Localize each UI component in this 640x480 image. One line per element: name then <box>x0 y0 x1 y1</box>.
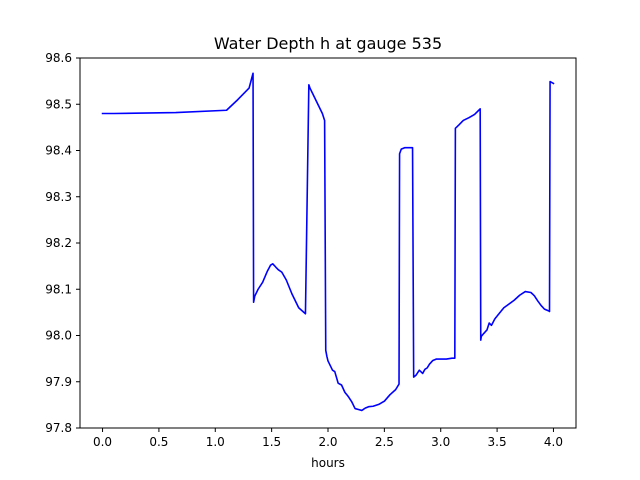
y-tick-label: 98.4 <box>45 144 72 158</box>
x-tick-label: 0.0 <box>93 435 112 449</box>
x-tick-label: 2.0 <box>318 435 337 449</box>
y-tick-label: 98.0 <box>45 329 72 343</box>
x-tick-label: 0.5 <box>149 435 168 449</box>
y-tick-label: 98.6 <box>45 51 72 65</box>
x-tick-label: 4.0 <box>544 435 563 449</box>
x-axis-label: hours <box>311 456 345 470</box>
x-tick-label: 2.5 <box>375 435 394 449</box>
y-tick-label: 98.1 <box>45 282 72 296</box>
x-tick-label: 3.0 <box>431 435 450 449</box>
data-layer <box>101 72 555 412</box>
y-axis: 97.8 97.9 98.0 98.1 98.2 98.3 98.4 98.5 98.6 <box>45 51 80 435</box>
x-tick-label: 1.5 <box>262 435 281 449</box>
y-tick-label: 97.9 <box>45 375 72 389</box>
y-tick-label: 98.3 <box>45 190 72 204</box>
x-tick-label: 3.5 <box>488 435 507 449</box>
chart-title: Water Depth h at gauge 535 <box>214 34 442 53</box>
y-tick-label: 98.2 <box>45 236 72 250</box>
x-tick-label: 1.0 <box>206 435 225 449</box>
x-axis: 0.0 0.5 1.0 1.5 2.0 2.5 3.0 3.5 4.0 <box>93 428 563 449</box>
series-line <box>101 72 555 412</box>
y-tick-label: 98.5 <box>45 97 72 111</box>
y-tick-label: 97.8 <box>45 421 72 435</box>
